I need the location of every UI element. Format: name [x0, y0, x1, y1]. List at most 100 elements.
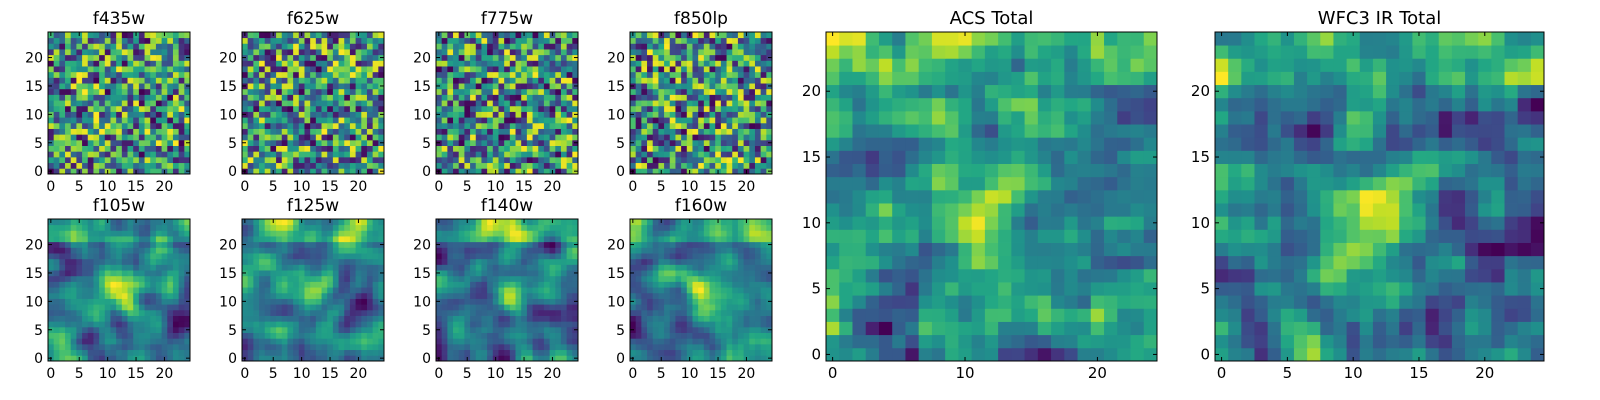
- heatmap-cell: [703, 66, 710, 73]
- heatmap-cell: [647, 88, 654, 95]
- x-tick-label: 5: [463, 179, 472, 195]
- heatmap-cell: [509, 241, 516, 248]
- heatmap-cell: [287, 355, 294, 362]
- heatmap-cell: [133, 258, 140, 265]
- heatmap-cell: [327, 94, 334, 101]
- heatmap-cell: [242, 151, 249, 158]
- heatmap-cell: [372, 230, 379, 237]
- heatmap-cell: [121, 338, 128, 345]
- heatmap-cell: [116, 54, 123, 61]
- heatmap-cell: [127, 343, 134, 351]
- heatmap-cell: [338, 275, 345, 282]
- heatmap-cell: [138, 43, 145, 50]
- heatmap-cell: [543, 71, 550, 78]
- heatmap-cell: [538, 117, 545, 124]
- heatmap-cell: [760, 43, 767, 50]
- heatmap-cell: [378, 77, 385, 84]
- heatmap-cell: [378, 71, 385, 78]
- heatmap-cell: [304, 117, 311, 124]
- heatmap-cell: [253, 49, 260, 56]
- heatmap-cell: [155, 168, 162, 175]
- heatmap-cell: [310, 156, 317, 164]
- heatmap-cell: [441, 100, 448, 107]
- heatmap-cell: [692, 54, 699, 61]
- heatmap-cell: [555, 77, 562, 84]
- heatmap-cell: [281, 332, 288, 339]
- heatmap-cell: [481, 117, 488, 124]
- heatmap-cell: [53, 117, 60, 124]
- heatmap-cell: [167, 219, 174, 226]
- heatmap-cell: [349, 326, 356, 333]
- heatmap-cell: [436, 128, 443, 135]
- y-tick-label: 0: [228, 351, 237, 367]
- heatmap-cell: [315, 264, 322, 271]
- heatmap-cell: [287, 236, 294, 243]
- heatmap-cell: [116, 349, 123, 356]
- heatmap-cell: [116, 315, 123, 322]
- heatmap-cell: [754, 145, 762, 152]
- heatmap-cell: [686, 292, 693, 299]
- heatmap-cell: [332, 247, 339, 254]
- heatmap-cell: [70, 326, 77, 333]
- heatmap-cell: [487, 111, 494, 118]
- heatmap-cell: [104, 241, 111, 248]
- heatmap-cell: [53, 343, 60, 351]
- heatmap-cell: [743, 117, 750, 124]
- heatmap-cell: [436, 37, 443, 44]
- heatmap-cell: [521, 105, 528, 112]
- heatmap-cell: [276, 224, 283, 231]
- heatmap-cell: [355, 287, 362, 294]
- heatmap-cell: [133, 94, 140, 101]
- heatmap-cell: [150, 162, 157, 169]
- heatmap-cell: [184, 122, 191, 129]
- heatmap-cell: [276, 343, 283, 351]
- heatmap-cell: [441, 304, 448, 311]
- heatmap-cell: [127, 105, 134, 112]
- heatmap-cell: [253, 43, 260, 50]
- heatmap-cell: [532, 304, 539, 311]
- heatmap-cell: [93, 88, 100, 95]
- heatmap-cell: [167, 151, 174, 158]
- heatmap-cell: [647, 111, 654, 118]
- heatmap-cell: [572, 349, 579, 356]
- heatmap-cell: [270, 309, 277, 316]
- heatmap-cell: [464, 49, 471, 56]
- heatmap-cell: [167, 156, 174, 164]
- heatmap-cell: [332, 71, 339, 78]
- heatmap-cells-f105w: [48, 219, 191, 362]
- heatmap-cell: [664, 128, 671, 135]
- heatmap-cell: [65, 247, 72, 254]
- heatmap-cell: [560, 60, 568, 67]
- heatmap-cell: [543, 88, 550, 95]
- heatmap-cell: [155, 326, 162, 333]
- heatmap-cell: [732, 326, 739, 333]
- heatmap-cell: [355, 43, 362, 50]
- heatmap-cell: [70, 281, 77, 288]
- heatmap-cell: [264, 270, 271, 277]
- heatmap-cell: [572, 128, 579, 135]
- heatmap-cell: [675, 49, 682, 56]
- x-tick-label: 0: [628, 179, 637, 195]
- heatmap-cell: [754, 117, 762, 124]
- heatmap-cell: [504, 241, 511, 248]
- heatmap-cell: [304, 343, 311, 351]
- heatmap-cell: [509, 122, 516, 129]
- heatmap-cell: [144, 128, 151, 135]
- heatmap-cell: [560, 111, 568, 118]
- heatmap-cell: [99, 32, 106, 39]
- heatmap-cell: [447, 145, 454, 152]
- heatmap-cell: [635, 270, 642, 277]
- heatmap-cell: [641, 77, 648, 84]
- heatmap-cell: [247, 349, 254, 356]
- heatmap-cell: [652, 100, 659, 107]
- heatmap-cell: [378, 151, 385, 158]
- heatmap-cell: [338, 326, 345, 333]
- heatmap-cell: [281, 145, 288, 152]
- heatmap-cell: [264, 224, 271, 231]
- heatmap-cell: [184, 253, 191, 260]
- heatmap-cell: [59, 236, 66, 243]
- heatmap-cell: [315, 139, 322, 146]
- heatmap-cell: [121, 122, 128, 129]
- heatmap-cell: [766, 60, 773, 67]
